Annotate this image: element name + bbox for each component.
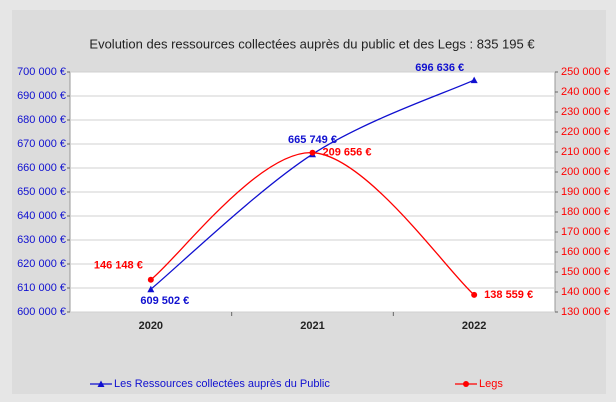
chart-title: Evolution des ressources collectées aupr… [89, 36, 535, 51]
marker [147, 276, 154, 283]
y-tick-label: 690 000 € [17, 90, 66, 102]
legend-marker [97, 380, 105, 387]
y2-tick-label: 190 000 € [561, 186, 610, 198]
y2-tick-label: 180 000 € [561, 206, 610, 218]
y2-tick-label: 130 000 € [561, 306, 610, 318]
y2-tick-label: 210 000 € [561, 146, 610, 158]
x-tick-label: 2020 [139, 320, 163, 332]
data-label: 665 749 € [288, 134, 337, 146]
y-tick-label: 650 000 € [17, 186, 66, 198]
data-label: 696 636 € [415, 62, 464, 74]
y2-tick-label: 240 000 € [561, 86, 610, 98]
y2-tick-label: 220 000 € [561, 126, 610, 138]
y2-tick-label: 230 000 € [561, 106, 610, 118]
y-tick-label: 620 000 € [17, 258, 66, 270]
y2-tick-label: 250 000 € [561, 66, 610, 78]
x-tick-label: 2021 [300, 320, 324, 332]
y2-tick-label: 150 000 € [561, 266, 610, 278]
marker [309, 149, 316, 156]
y-tick-label: 630 000 € [17, 234, 66, 246]
y-tick-label: 600 000 € [17, 306, 66, 318]
y-tick-label: 610 000 € [17, 282, 66, 294]
legend-marker [463, 381, 469, 387]
x-tick-label: 2022 [462, 320, 486, 332]
y2-tick-label: 200 000 € [561, 166, 610, 178]
data-label: 209 656 € [323, 147, 372, 159]
y-tick-label: 670 000 € [17, 138, 66, 150]
legend-label: Les Ressources collectées auprès du Publ… [114, 378, 330, 390]
marker [471, 291, 478, 298]
y-tick-label: 680 000 € [17, 114, 66, 126]
marker [470, 76, 478, 84]
y-tick-label: 700 000 € [17, 66, 66, 78]
y2-tick-label: 160 000 € [561, 246, 610, 258]
legend-label: Legs [479, 378, 503, 390]
marker [147, 285, 155, 293]
y2-tick-label: 170 000 € [561, 226, 610, 238]
data-label: 146 148 € [94, 260, 143, 272]
data-label: 609 502 € [140, 295, 189, 307]
y2-tick-label: 140 000 € [561, 286, 610, 298]
data-label: 138 559 € [484, 289, 533, 301]
y-tick-label: 640 000 € [17, 210, 66, 222]
y-tick-label: 660 000 € [17, 162, 66, 174]
